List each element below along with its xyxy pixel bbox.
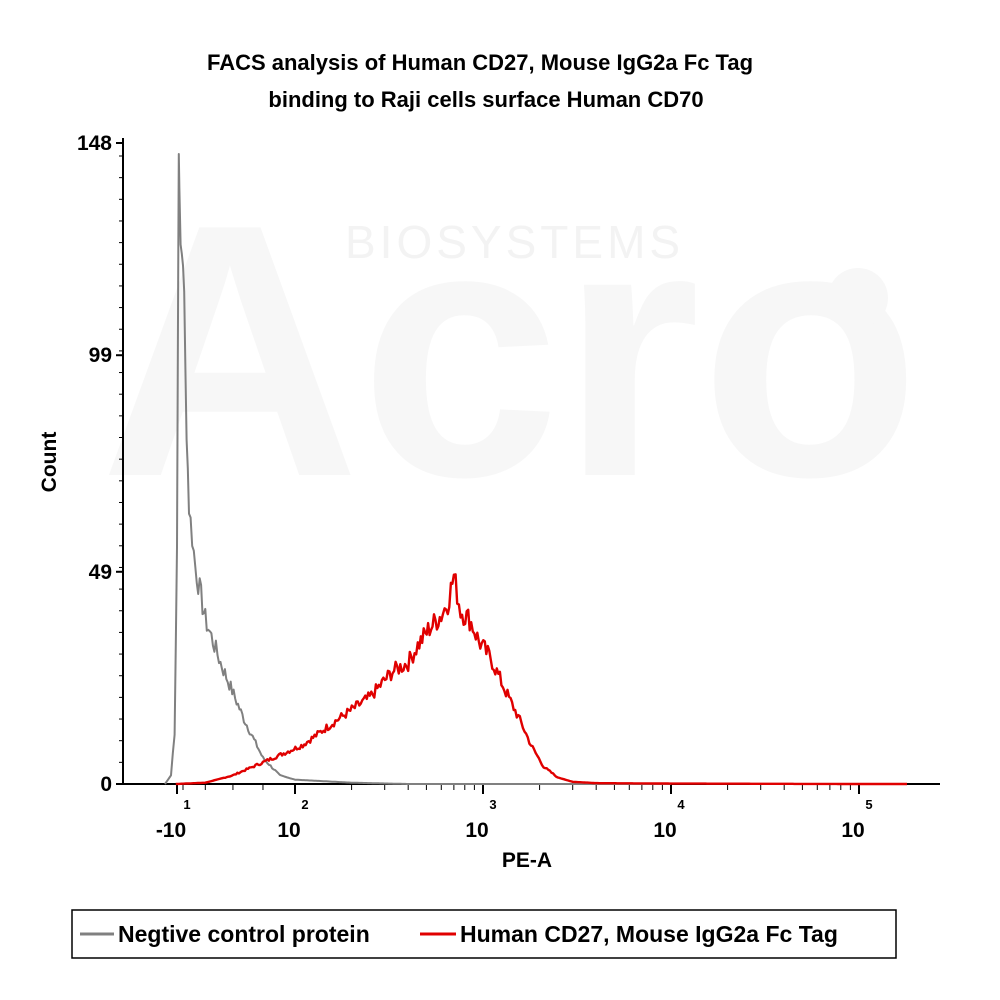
x-axis-title: PE-A — [502, 849, 552, 872]
watermark-logo: Acro — [100, 150, 920, 552]
legend-box — [71, 909, 897, 959]
watermark: Acro BIOSYSTEMS — [100, 150, 920, 552]
x-tick-exponent-label: 5 — [865, 797, 872, 812]
y-tick-label: 0 — [100, 773, 112, 796]
y-tick-label: 49 — [89, 561, 112, 584]
x-tick-base-label: 10 — [277, 819, 300, 842]
y-minor-ticks — [119, 155, 123, 763]
legend-label-human-cd27: Human CD27, Mouse IgG2a Fc Tag — [460, 921, 838, 947]
legend: Negtive control protein Human CD27, Mous… — [71, 909, 897, 959]
x-minor-ticks — [182, 784, 851, 790]
series-line-human-cd27 — [175, 573, 907, 786]
watermark-text: BIOSYSTEMS — [345, 216, 684, 268]
chart-title-line-1: FACS analysis of Human CD27, Mouse IgG2a… — [207, 50, 753, 75]
watermark-dot — [828, 268, 888, 328]
x-tick-base-label: 10 — [465, 819, 488, 842]
x-tick-base-label: -10 — [156, 819, 186, 842]
chart-title-line-2: binding to Raji cells surface Human CD70 — [268, 87, 703, 112]
x-tick-base-label: 10 — [653, 819, 676, 842]
x-tick-exponent-label: 3 — [489, 797, 496, 812]
y-tick-labels: 0 49 99 148 — [77, 132, 123, 796]
series-line-negative-control — [164, 153, 671, 785]
x-tick-base-label: 10 — [841, 819, 864, 842]
x-tick-exponent-label: 4 — [677, 797, 685, 812]
series-group — [164, 153, 907, 786]
y-tick-label: 99 — [89, 344, 112, 367]
y-axis-title: Count — [38, 432, 61, 493]
legend-label-negative-control: Negtive control protein — [118, 921, 370, 947]
x-tick-exponent-label: 1 — [183, 797, 190, 812]
x-tick-exponent-label: 2 — [301, 797, 308, 812]
y-tick-label: 148 — [77, 132, 112, 155]
